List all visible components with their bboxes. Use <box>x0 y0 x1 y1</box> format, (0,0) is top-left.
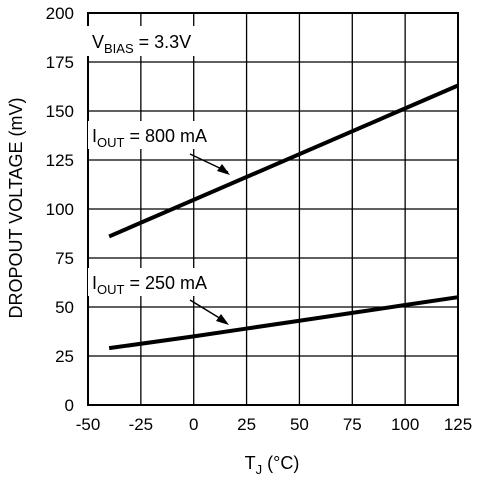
label-800ma-annotation: IOUT = 800 mA <box>88 121 236 175</box>
x-tick-labels: -50 -25 0 25 50 75 100 125 <box>76 415 472 434</box>
arrowhead-800ma <box>217 164 230 175</box>
svg-text:VBIAS = 3.3V: VBIAS = 3.3V <box>92 32 191 56</box>
x-tick-label: -25 <box>129 415 154 434</box>
y-tick-label: 75 <box>55 249 74 268</box>
y-axis-title: DROPOUT VOLTAGE (mV) <box>6 97 26 318</box>
x-tick-label: -50 <box>76 415 101 434</box>
svg-text:IOUT = 800 mA: IOUT = 800 mA <box>92 126 207 150</box>
svg-text:IOUT = 250 mA: IOUT = 250 mA <box>92 273 207 297</box>
x-tick-label: 0 <box>189 415 198 434</box>
y-tick-label: 150 <box>46 102 74 121</box>
series-line-0 <box>108 83 459 239</box>
x-tick-label: 75 <box>343 415 362 434</box>
y-tick-label: 50 <box>55 298 74 317</box>
x-tick-label: 100 <box>391 415 419 434</box>
grid-lines <box>88 13 458 405</box>
plot-frame <box>87 12 459 406</box>
x-axis-title: TJ (°C) <box>245 453 300 477</box>
label-250ma-annotation: IOUT = 250 mA <box>88 268 236 325</box>
y-tick-labels: 0 25 50 75 100 125 150 175 200 <box>46 4 74 415</box>
y-tick-label: 25 <box>55 347 74 366</box>
x-tick-label: 25 <box>237 415 256 434</box>
y-tick-label: 200 <box>46 4 74 23</box>
series-line-1 <box>108 295 459 351</box>
bias-annotation: VBIAS = 3.3V <box>86 26 218 56</box>
x-tick-label: 50 <box>290 415 309 434</box>
x-tick-label: 125 <box>444 415 472 434</box>
y-tick-label: 0 <box>65 396 74 415</box>
y-tick-label: 175 <box>46 53 74 72</box>
y-tick-label: 125 <box>46 151 74 170</box>
arrowhead-250ma <box>216 314 229 325</box>
y-tick-label: 100 <box>46 200 74 219</box>
series-lines <box>108 83 459 351</box>
